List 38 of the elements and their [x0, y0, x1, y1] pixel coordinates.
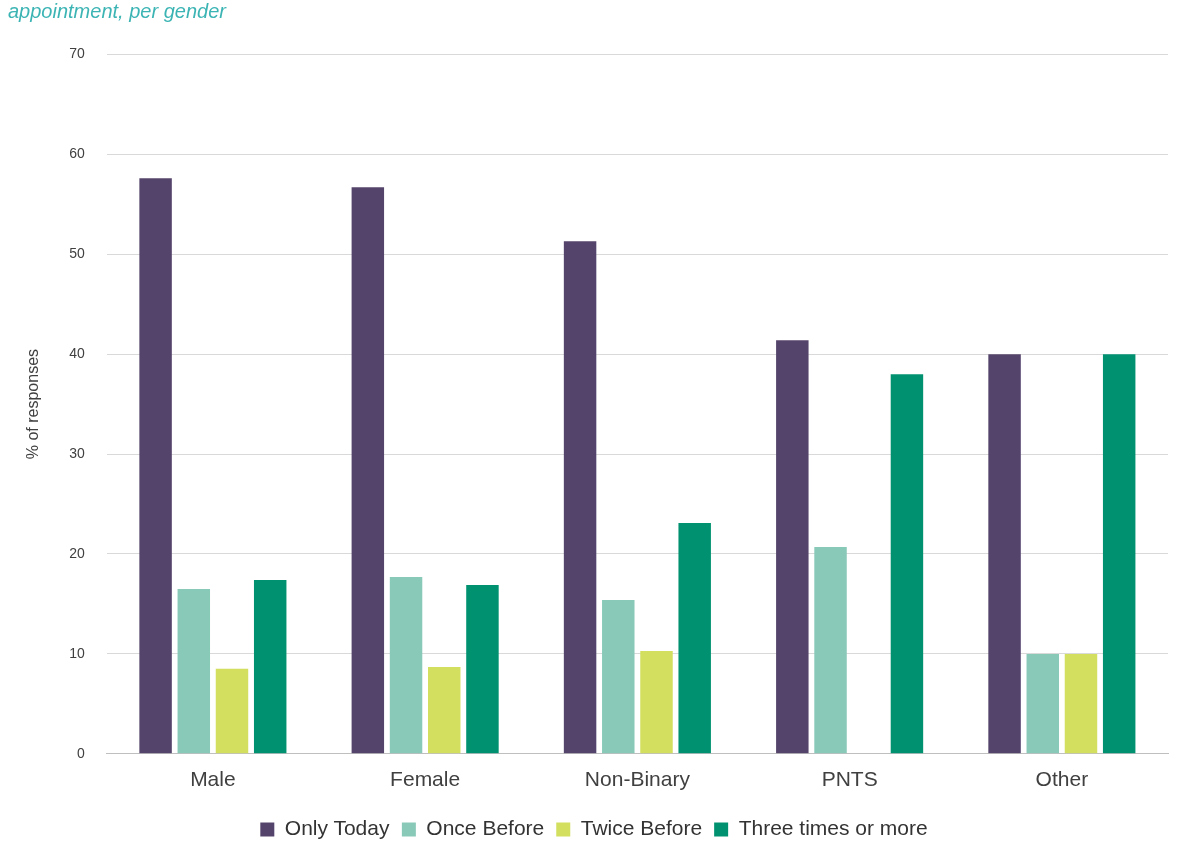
- bar: [177, 588, 211, 754]
- y-tick-label: 40: [69, 345, 85, 361]
- y-tick-label: 20: [69, 544, 85, 561]
- y-tick-label: 10: [69, 644, 85, 661]
- bar: [428, 666, 461, 754]
- bar: [988, 354, 1021, 754]
- bar: [389, 576, 423, 754]
- bar: [640, 650, 673, 754]
- y-tick-label: 30: [69, 444, 85, 461]
- bar: [602, 599, 635, 754]
- bar: [678, 523, 711, 754]
- bar: [890, 374, 924, 754]
- legend-label: Three times or more: [738, 816, 928, 840]
- bar: [215, 668, 249, 754]
- x-tick-label: Other: [1035, 767, 1089, 791]
- bar: [466, 584, 499, 754]
- x-tick-label: PNTS: [821, 767, 878, 791]
- chart-title: appointment, per gender: [8, 0, 226, 22]
- bar: [1064, 653, 1098, 754]
- bar: [1026, 653, 1060, 754]
- y-axis-title: % of responses: [24, 348, 42, 460]
- y-tick-label: 0: [76, 744, 85, 761]
- bar: [814, 546, 847, 754]
- x-tick-label: Female: [390, 767, 461, 791]
- y-tick-label: 60: [69, 145, 85, 162]
- legend-label: Twice Before: [580, 816, 703, 840]
- y-tick-label: 50: [69, 245, 85, 262]
- bar: [253, 579, 287, 754]
- x-tick-label: Male: [190, 767, 236, 791]
- bar: [351, 187, 385, 754]
- bar: [776, 340, 809, 754]
- bar: [563, 241, 597, 754]
- bar: [1102, 354, 1136, 754]
- bar: [139, 178, 172, 754]
- y-tick-label: 70: [69, 45, 85, 62]
- x-tick-label: Non-Binary: [584, 767, 691, 791]
- legend-label: Only Today: [284, 816, 390, 840]
- legend-label: Once Before: [426, 816, 545, 840]
